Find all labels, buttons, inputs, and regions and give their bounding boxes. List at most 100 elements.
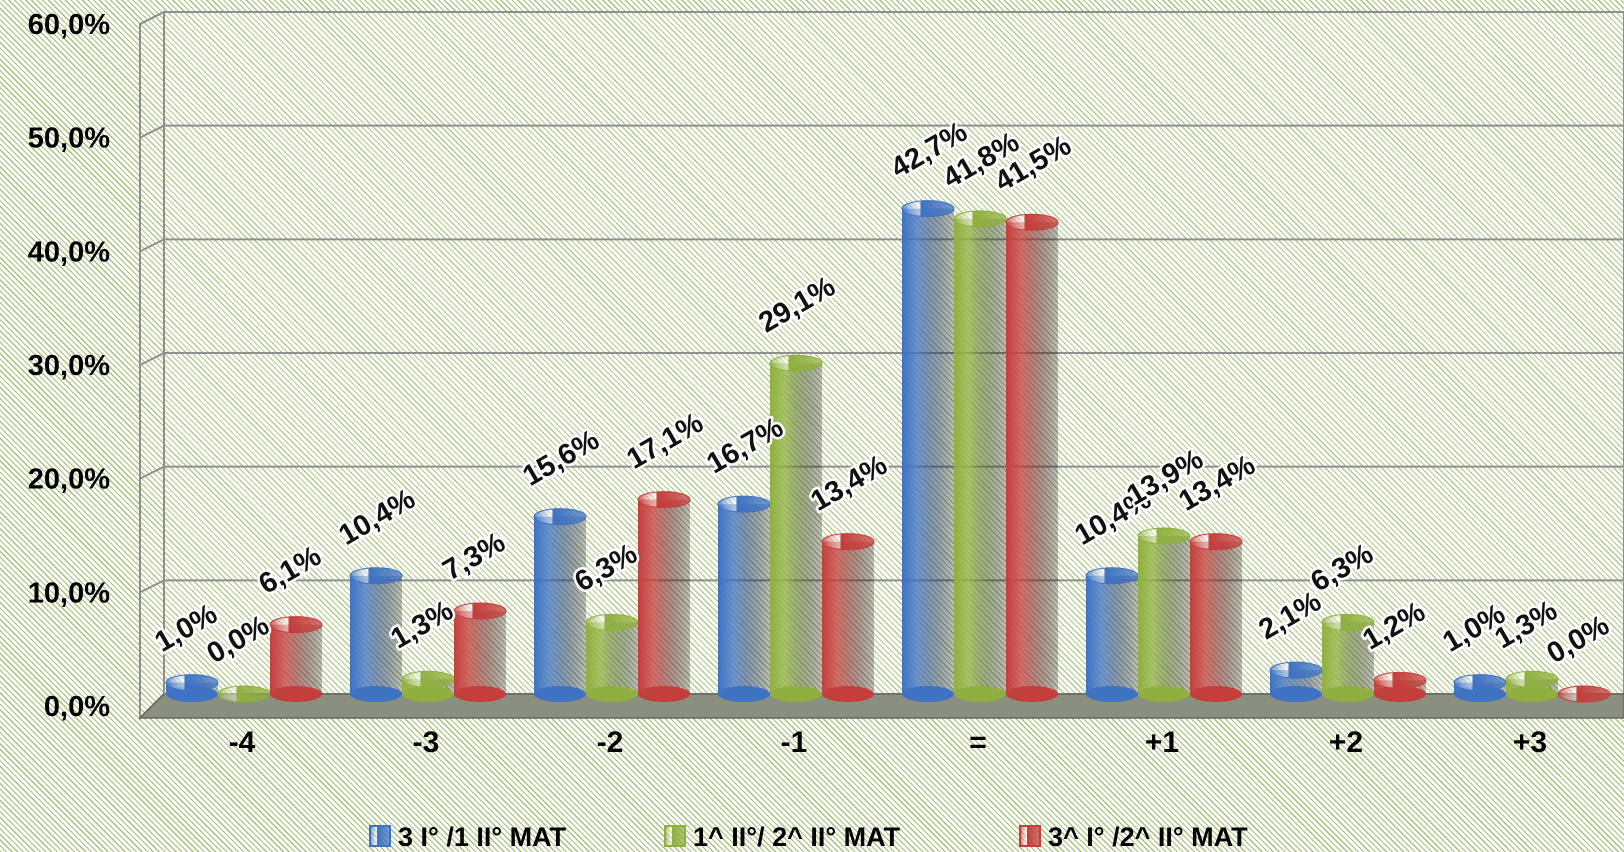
bar [1321, 613, 1375, 702]
bar-bottom [270, 686, 322, 702]
bar-body [1190, 541, 1242, 694]
bar-top [217, 685, 271, 703]
bar-top [453, 602, 507, 620]
bar-top [1269, 661, 1323, 679]
bar [1453, 674, 1507, 702]
bar-top [769, 354, 823, 372]
gridlines [139, 11, 1624, 594]
bar-body [954, 218, 1006, 694]
legend-label: 3^ I° /2^ II° MAT [1048, 822, 1248, 852]
x-tick-label: -3 [413, 726, 440, 759]
legend-item: 3 I° /1 II° MAT [369, 822, 567, 852]
legend-item: 1^ II°/ 2^ II° MAT [664, 822, 901, 852]
bar [533, 508, 587, 702]
bar-bottom [1374, 686, 1426, 702]
bar [165, 674, 219, 702]
legend-swatch [664, 825, 686, 847]
bar-top [637, 491, 691, 509]
bar-top [901, 200, 955, 218]
bar-top [1557, 685, 1611, 703]
gridline-side [139, 124, 165, 139]
bar-body [534, 516, 586, 694]
bar-bottom [454, 686, 506, 702]
bar-bottom [1322, 686, 1374, 702]
bar-bottom [902, 686, 954, 702]
bar-top [401, 670, 455, 688]
bar-bottom [1138, 686, 1190, 702]
side-wall [139, 10, 165, 721]
bar [769, 354, 823, 702]
x-tick-label: +3 [1513, 726, 1547, 759]
legend-swatch [369, 825, 391, 847]
bar [717, 495, 771, 702]
bar [349, 567, 403, 702]
bar [1137, 527, 1191, 702]
gridline-side [139, 579, 165, 594]
bar-body [1086, 575, 1138, 694]
bar-top [1373, 671, 1427, 689]
bar [453, 602, 507, 702]
bar-top [1085, 567, 1139, 585]
bar [217, 685, 271, 703]
legend-label: 1^ II°/ 2^ II° MAT [693, 822, 901, 852]
floor [138, 693, 1624, 719]
bar [901, 200, 955, 702]
y-tick-label: 50,0% [28, 123, 110, 155]
bar-body [718, 504, 770, 694]
bar-top [821, 533, 875, 551]
bar [1085, 567, 1139, 702]
bar-body [350, 575, 402, 694]
bar [1373, 671, 1427, 702]
bar-body [270, 624, 322, 694]
bar-bottom [350, 686, 402, 702]
bar-top [269, 616, 323, 634]
bar-top [717, 495, 771, 513]
bar [585, 613, 639, 702]
gridline-side [139, 238, 165, 253]
y-tick-label: 40,0% [28, 236, 110, 268]
bar [1005, 213, 1059, 702]
y-axis-ticks: 0,0% 10,0% 20,0% 30,0% 40,0% 50,0% 60,0% [28, 9, 110, 723]
bar-top [1453, 674, 1507, 692]
bar-top [533, 508, 587, 526]
bar [953, 210, 1007, 702]
bar-top [1321, 613, 1375, 631]
bar-top [349, 567, 403, 585]
y-tick-label: 20,0% [28, 464, 110, 496]
bar-body [454, 611, 506, 694]
x-axis-ticks: -4 -3 -2 -1 = +1 +2 +3 [229, 726, 1547, 759]
bar-body [586, 622, 638, 694]
bar-body [1006, 222, 1058, 695]
y-tick-label: 0,0% [44, 691, 110, 723]
y-tick-label: 30,0% [28, 350, 110, 382]
y-tick-label: 60,0% [28, 9, 110, 41]
bar-bottom [822, 686, 874, 702]
legend-swatch [1019, 825, 1041, 847]
bar-top [1137, 527, 1191, 545]
bar-top [1189, 533, 1243, 551]
y-tick-label: 10,0% [28, 577, 110, 609]
bar-body [902, 208, 954, 695]
bar [1557, 685, 1611, 703]
bar-bottom [1006, 686, 1058, 702]
legend-item: 3^ I° /2^ II° MAT [1019, 822, 1248, 852]
bar-top [1005, 213, 1059, 231]
bar-bottom [718, 686, 770, 702]
bar [1269, 661, 1323, 702]
bar [269, 616, 323, 702]
bar-top [1505, 670, 1559, 688]
bar-body [638, 499, 690, 694]
legend: 3 I° /1 II° MAT 1^ II°/ 2^ II° MAT 3^ I° /… [369, 822, 1248, 852]
bar-bottom [770, 686, 822, 702]
gridline-side [139, 352, 165, 366]
gridline-side [139, 465, 165, 480]
bar [637, 491, 691, 702]
bar [1505, 670, 1559, 702]
x-tick-label: = [969, 726, 987, 759]
bar-bottom [534, 686, 586, 702]
bar-bottom [586, 686, 638, 702]
legend-label: 3 I° /1 II° MAT [398, 822, 567, 852]
x-tick-label: +2 [1329, 726, 1363, 759]
x-tick-label: -1 [781, 726, 808, 759]
